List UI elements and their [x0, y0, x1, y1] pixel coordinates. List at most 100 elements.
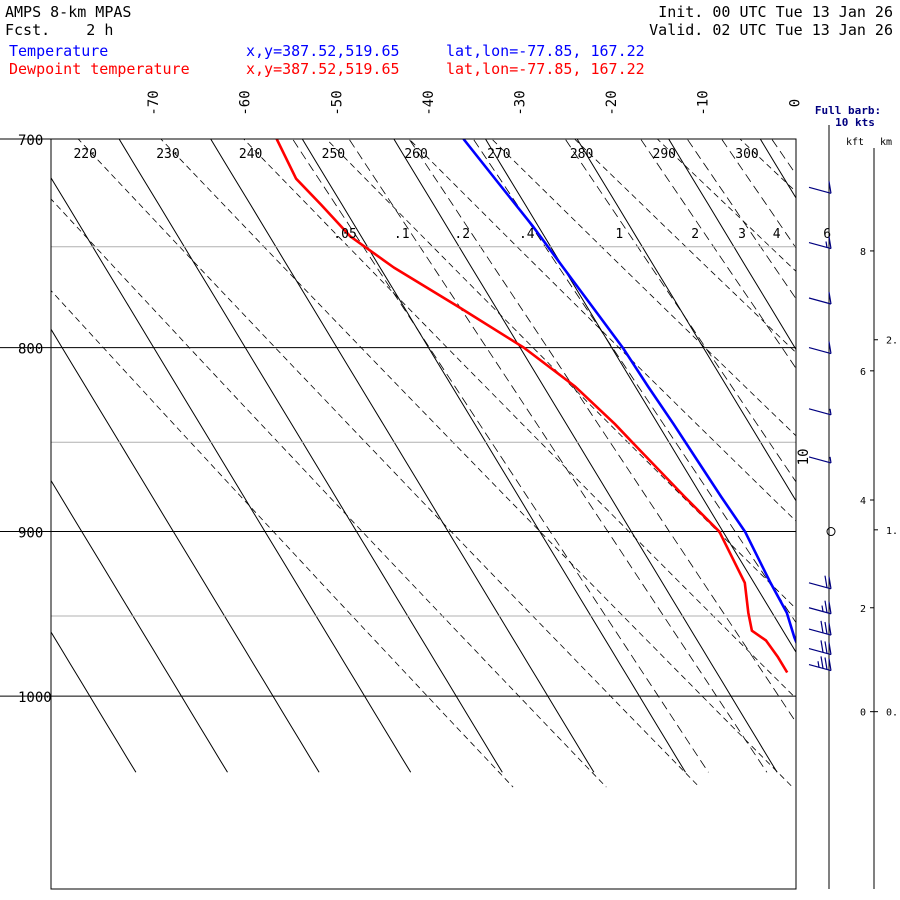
wind-barb-staff — [808, 628, 832, 636]
mixing-ratio-label: 3 — [738, 227, 746, 242]
wind-barb-staff — [808, 456, 832, 464]
legend-dewpoint-name: Dewpoint temperature — [9, 60, 190, 78]
sounding-profiles — [275, 139, 796, 674]
forecast-label: Fcst. — [5, 21, 51, 39]
isotherm-line — [838, 117, 900, 773]
wind-barb-half — [825, 241, 828, 248]
forecast-value: 2 h — [86, 21, 114, 39]
wind-barb-staff — [808, 582, 832, 590]
legend-dewpoint: Dewpoint temperature — [9, 61, 190, 78]
wind-barb-staff — [808, 408, 832, 416]
wind-barb-flag — [824, 621, 828, 635]
wind-barb-flag — [820, 620, 824, 634]
mixing-ratio-label: .1 — [394, 227, 410, 242]
wind-barb-staff — [808, 647, 832, 656]
kft-label: 4 — [860, 496, 866, 507]
pressure-tick-label: 800 — [18, 342, 43, 358]
theta-label: 240 — [239, 147, 262, 162]
mixing-ratio-label: 1 — [615, 227, 623, 242]
plot-background — [51, 139, 796, 889]
isotherm-line — [51, 479, 228, 773]
kft-label: 0 — [860, 708, 866, 719]
isotherm-line — [51, 328, 320, 773]
temperature-tick-label: -50 — [329, 90, 345, 115]
theta-label: 250 — [322, 147, 345, 162]
temperature-tick-label: -10 — [696, 90, 712, 115]
dry-adiabat-line — [739, 139, 796, 193]
wind-barb-flag — [828, 341, 832, 354]
temperature-tick-label: -60 — [238, 90, 254, 115]
wind-barb-half — [829, 408, 832, 415]
legend-temperature: Temperature — [9, 43, 108, 60]
temperature-tick-label: -30 — [513, 90, 529, 115]
wind-barb-staff — [808, 242, 832, 250]
wind-barb-flag — [820, 656, 824, 669]
legend-temperature-name: Temperature — [9, 42, 109, 60]
model-title: AMPS 8-km MPAS — [5, 3, 132, 21]
legend-dewpoint-xy: x,y=387.52,519.65 — [246, 60, 400, 78]
wind-barb-flag — [828, 623, 832, 636]
wind-barb-flag — [824, 641, 828, 654]
kft-label: 6 — [860, 367, 866, 378]
forecast-hour: Fcst. 2 h — [5, 22, 113, 39]
wind-barbs — [808, 181, 836, 672]
wind-barb-flag — [824, 600, 828, 613]
wind-barb-flag — [828, 576, 832, 589]
km-label: km — [880, 137, 892, 148]
theta-label: 290 — [653, 147, 676, 162]
mixing-ratio-label: 2 — [691, 227, 699, 242]
km-label: 0. — [886, 708, 898, 719]
height-ticks: 0 2 4 6 8 0. 1. 2. — [860, 247, 898, 719]
mixing-ratio-label: .4 — [519, 227, 535, 242]
mixing-ratio-label: 6 — [823, 227, 831, 242]
dewpoint-profile — [275, 139, 789, 674]
wind-barb-flag — [828, 181, 832, 194]
wind-barb-staff — [808, 346, 832, 355]
legend-dewpoint-latlon: lat,lon=-77.85, 167.22 — [446, 60, 645, 78]
init-time: Init. 00 UTC Tue 13 Jan 26 — [658, 4, 893, 21]
mixing-ratio-label: .05 — [333, 227, 356, 242]
km-label: 1. — [886, 526, 898, 537]
init-label: Init. — [658, 3, 704, 21]
wind-barb-half — [817, 661, 820, 668]
legend-temperature-latlon: lat,lon=-77.85, 167.22 — [446, 42, 645, 60]
temperature-profile — [462, 139, 796, 645]
dry-adiabat-line — [51, 290, 514, 788]
theta-label: 270 — [487, 147, 510, 162]
pressure-tick-label: 1000 — [18, 690, 52, 706]
wind-barb-flag — [824, 575, 828, 588]
wind-barb-half — [821, 605, 824, 612]
legend-temperature-xy: x,y=387.52,519.65 — [246, 42, 400, 60]
dry-adiabat-line — [243, 139, 796, 699]
valid-time: Valid. 02 UTC Tue 13 Jan 26 — [649, 22, 893, 39]
barb-legend-title: Full barb: — [815, 104, 881, 117]
temperature-tick-label: 0 — [787, 99, 803, 107]
mixing-ratio-label: 4 — [773, 227, 781, 242]
wind-barb-flag — [828, 236, 832, 249]
km-label: 2. — [886, 336, 898, 347]
right-panel: Full barb: 10 kts kft km 0 2 4 6 8 0. 1. 2. — [808, 104, 898, 889]
theta-label: 280 — [570, 147, 593, 162]
temperature-tick-label: -40 — [421, 90, 437, 115]
wind-barb-half — [829, 456, 832, 464]
wind-barb-staff — [808, 186, 832, 194]
barb-legend-value: 10 kts — [835, 116, 875, 129]
kft-label: 2 — [860, 604, 866, 615]
dry-adiabat-line — [574, 139, 796, 354]
annotation-label: 10 — [796, 448, 812, 465]
pressure-tick-label: 700 — [18, 133, 43, 149]
theta-label: 220 — [73, 147, 96, 162]
wind-barb-flag — [828, 658, 832, 671]
kft-label: 8 — [860, 247, 866, 258]
dry-adiabat-line — [77, 139, 700, 788]
theta-label: 260 — [404, 147, 427, 162]
isotherm-line — [51, 631, 137, 773]
init-value: 00 UTC Tue 13 Jan 26 — [712, 3, 893, 21]
wind-barb-flag — [828, 601, 832, 614]
dry-adiabat-line — [656, 139, 796, 272]
dry-adiabat-line — [491, 139, 796, 437]
pressure-tick-label: 900 — [18, 526, 43, 542]
temperature-tick-label: -20 — [604, 90, 620, 115]
